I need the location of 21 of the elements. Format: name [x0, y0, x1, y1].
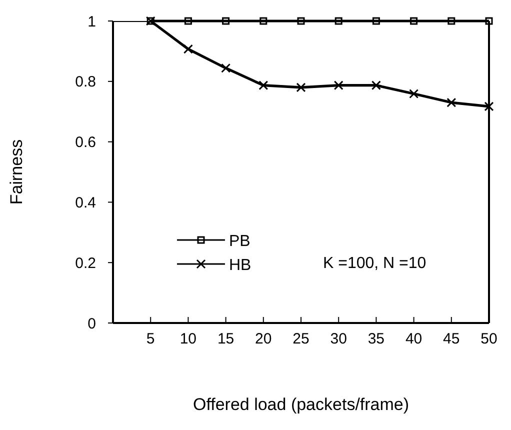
y-tick-label: 0.4 [75, 194, 96, 212]
x-tick-label: 15 [217, 330, 234, 348]
x-tick-label: 20 [255, 330, 272, 348]
y-tick-label: 0.6 [75, 134, 96, 152]
x-tick-label: 5 [146, 330, 155, 348]
x-tick-label: 10 [180, 330, 197, 348]
legend-label: HB [229, 257, 252, 274]
x-tick-label: 40 [405, 330, 422, 348]
x-tick-label: 50 [480, 330, 498, 348]
y-tick-label: 1 [88, 13, 96, 30]
x-tick-label: 45 [443, 330, 460, 348]
annotation: K =100, N =10 [323, 255, 426, 273]
y-axis-title: Fairness [7, 139, 26, 205]
x-tick-label: 35 [368, 330, 385, 348]
y-tick-label: 0 [88, 315, 96, 332]
x-tick-label: 25 [292, 330, 310, 348]
y-tick-label: 0.2 [75, 254, 96, 272]
x-axis-title: Offered load (packets/frame) [192, 395, 410, 414]
x-tick-label: 30 [330, 330, 347, 348]
y-tick-label: 0.8 [75, 74, 96, 91]
legend-label: PB [229, 233, 250, 250]
